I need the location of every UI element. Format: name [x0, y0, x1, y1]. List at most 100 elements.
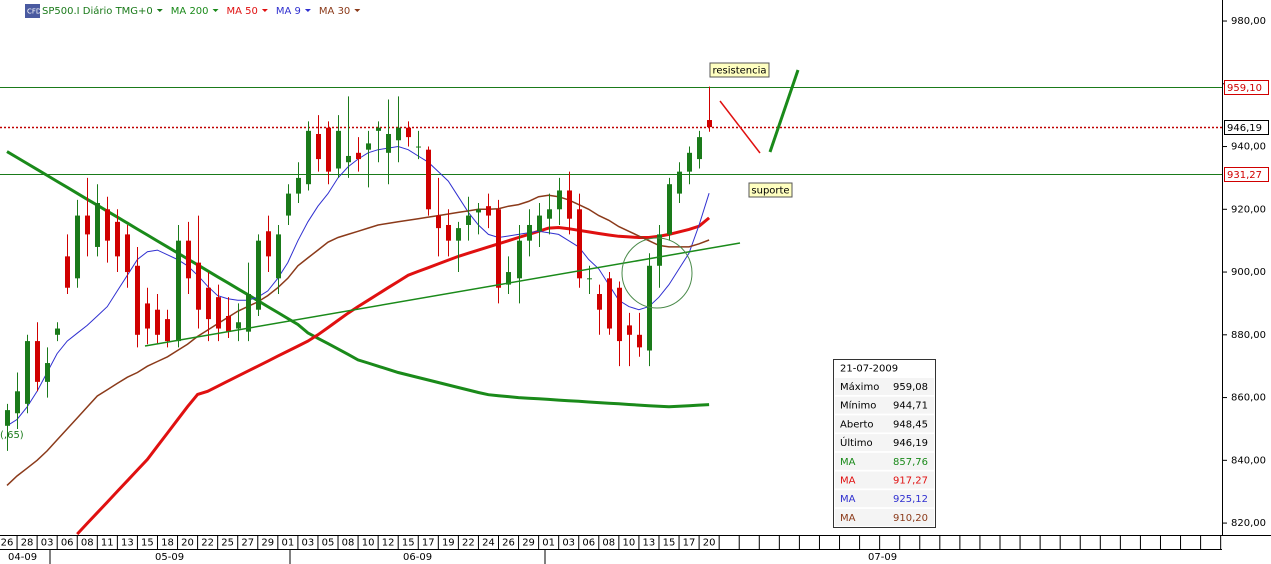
y-tick-label: 840,00 [1231, 455, 1266, 466]
candle-body [65, 256, 70, 288]
annotation: resistencia [712, 66, 766, 77]
candle-body [165, 319, 170, 342]
info-row-bg [835, 415, 934, 433]
info-value: 917,27 [893, 476, 928, 487]
y-tick-label: 920,00 [1231, 204, 1266, 215]
candle-body [687, 152, 692, 172]
candle-body [15, 391, 20, 414]
x-tick-label: 01 [281, 538, 294, 549]
candle-body [476, 209, 481, 213]
annotation: (,65) [0, 430, 24, 441]
candle-body [547, 209, 552, 219]
candle-body [346, 155, 351, 163]
y-tick-label: 940,00 [1231, 142, 1266, 153]
candle-body [145, 303, 150, 329]
candle-body [186, 240, 191, 279]
month-label: 07-09 [868, 552, 897, 563]
candle-body [266, 231, 271, 257]
candle-body [406, 127, 411, 138]
candle-body [386, 133, 391, 153]
candle-body [587, 278, 592, 280]
annotation: suporte [751, 186, 789, 197]
candle-body [55, 328, 60, 335]
candle-body [597, 294, 602, 310]
x-tick-label: 19 [442, 538, 455, 549]
x-tick-label: 13 [643, 538, 656, 549]
month-label: 04-09 [8, 552, 37, 563]
info-label: MA [840, 513, 856, 524]
candle-body [246, 294, 251, 332]
x-tick-label: 27 [241, 538, 254, 549]
level-label-box [1224, 167, 1269, 182]
x-tick-label: 29 [522, 538, 535, 549]
y-tick-label: 820,00 [1231, 518, 1266, 529]
candle-body [697, 137, 702, 160]
annotation-box [748, 182, 793, 198]
candle-body [376, 127, 381, 131]
x-tick-label: 15 [141, 538, 154, 549]
candle-body [296, 177, 301, 194]
info-box: 21-07-2009 Máximo 959,08 Mínimo 944,71 Aberto… [833, 359, 936, 528]
candle-body [577, 209, 582, 279]
candle-body [336, 130, 341, 169]
y-tick-label: 980,00 [1231, 16, 1266, 27]
legend-dropdown[interactable] [261, 9, 268, 12]
candle-body [135, 265, 140, 335]
y-tick-label: 880,00 [1231, 330, 1266, 341]
x-tick-label: 22 [462, 538, 475, 549]
legend-label: SP500.I Diário TMG+0 [42, 5, 153, 17]
x-tick-label: 22 [201, 538, 214, 549]
info-row-bg [835, 471, 934, 489]
candle-body [446, 224, 451, 241]
x-tick-label: 26 [502, 538, 515, 549]
x-tick-label: 20 [181, 538, 194, 549]
info-row-bg [835, 396, 934, 414]
x-tick-label: 05 [322, 538, 335, 549]
candle-body [657, 234, 662, 266]
legend-label: MA 50 [227, 6, 258, 17]
info-row-bg [835, 490, 934, 508]
candle-body [276, 234, 281, 279]
legend-dropdown[interactable] [354, 9, 361, 12]
legend-label: MA 200 [171, 6, 209, 17]
info-label: MA [840, 476, 856, 487]
x-tick-label: 08 [602, 538, 615, 549]
legend-dropdown[interactable] [156, 9, 163, 12]
candle-body [356, 152, 361, 160]
month-label: 06-09 [403, 552, 432, 563]
candle-body [105, 209, 110, 241]
candle-body [486, 206, 491, 216]
x-tick-label: 06 [582, 538, 595, 549]
y-tick-label: 900,00 [1231, 267, 1266, 278]
info-label: Aberto [840, 419, 874, 430]
x-tick-label: 08 [81, 538, 94, 549]
level-label-box [1224, 80, 1269, 95]
x-tick-label: 08 [342, 538, 355, 549]
info-label: Máximo [840, 381, 879, 393]
x-tick-label: 26 [1, 538, 14, 549]
x-tick-label: 03 [41, 538, 54, 549]
x-tick-label: 24 [482, 538, 495, 549]
candle-body [607, 278, 612, 329]
legend-dropdown[interactable] [212, 9, 219, 12]
candle-body [567, 190, 572, 219]
info-value: 948,45 [893, 419, 928, 430]
level-label: 931,27 [1227, 170, 1262, 181]
candle-body [617, 287, 622, 342]
month-label: 05-09 [155, 552, 184, 563]
x-tick-label: 11 [101, 538, 114, 549]
info-value: 946,19 [893, 438, 928, 449]
legend-dropdown[interactable] [304, 9, 311, 12]
info-row-bg [835, 434, 934, 452]
info-label: MA [840, 494, 856, 505]
candle-body [456, 228, 461, 241]
candle-body [707, 120, 712, 128]
info-value: 959,08 [893, 382, 928, 393]
candle-body [286, 193, 291, 216]
legend-label: MA 30 [319, 6, 350, 17]
candle-body [496, 209, 501, 288]
candle-body [115, 221, 120, 257]
candle-body [306, 130, 311, 185]
x-tick-label: 17 [683, 538, 696, 549]
